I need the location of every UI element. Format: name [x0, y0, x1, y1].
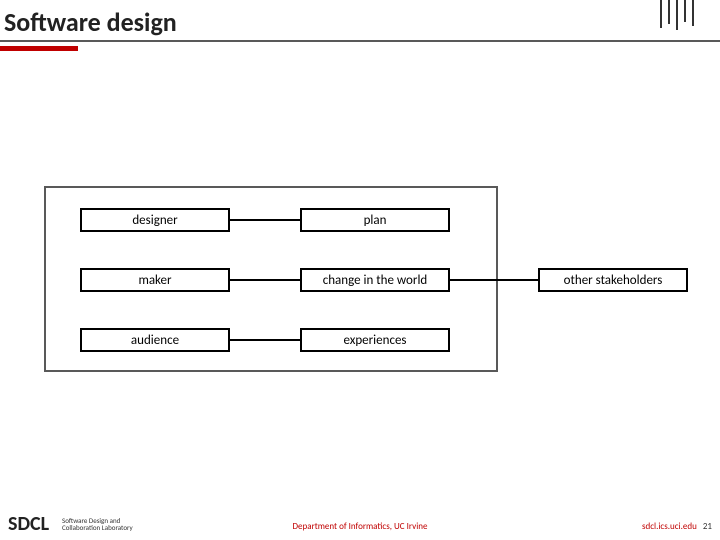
footer-page-number: 21: [703, 521, 712, 532]
decor-line: [660, 0, 662, 28]
connector-designer-plan: [230, 219, 300, 221]
decor-line: [684, 0, 686, 22]
node-maker: maker: [80, 268, 230, 292]
title-underline: [0, 40, 720, 42]
footer-url: sdcl.ics.uci.edu: [642, 521, 697, 532]
page-title: Software design: [4, 6, 177, 38]
connector-change-stakeholders: [450, 279, 538, 281]
decor-line: [676, 0, 678, 30]
decor-line: [692, 0, 694, 26]
connector-audience-experiences: [230, 339, 300, 341]
connector-maker-change: [230, 279, 300, 281]
footer: SDCL Software Design and Collaboration L…: [0, 508, 720, 534]
decor-line: [668, 0, 670, 24]
node-designer: designer: [80, 208, 230, 232]
node-plan: plan: [300, 208, 450, 232]
node-change: change in the world: [300, 268, 450, 292]
footer-center: Department of Informatics, UC Irvine: [0, 521, 720, 532]
footer-right: sdcl.ics.uci.edu 21: [642, 521, 712, 532]
header-decor: [660, 0, 700, 32]
node-stakeholders: other stakeholders: [538, 268, 688, 292]
node-experiences: experiences: [300, 328, 450, 352]
node-audience: audience: [80, 328, 230, 352]
title-accent: [0, 46, 78, 51]
